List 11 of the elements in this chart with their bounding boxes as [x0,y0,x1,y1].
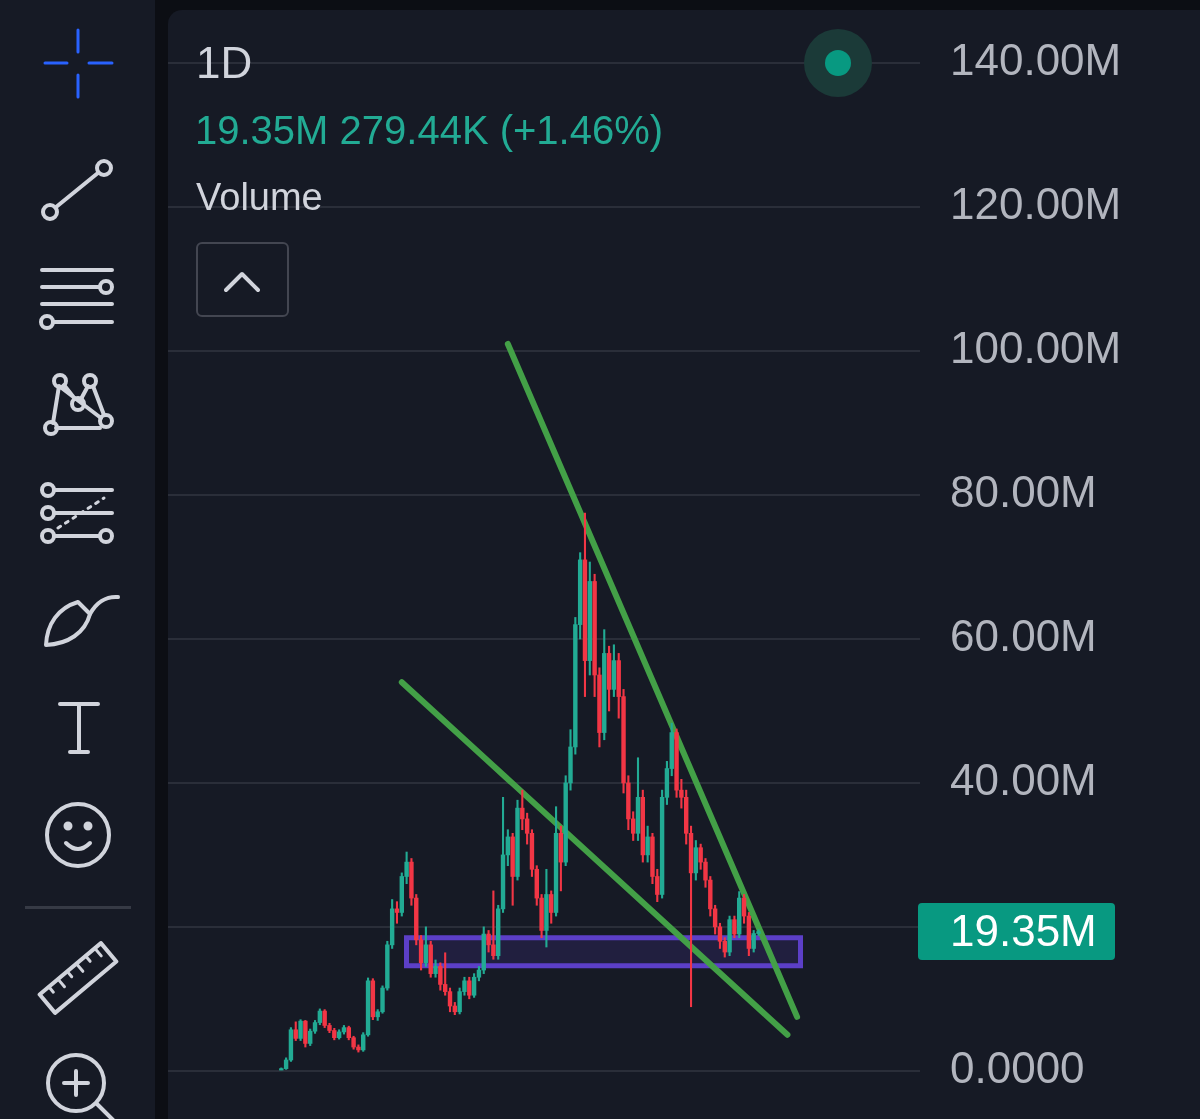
y-tick-label: 100.00M [950,323,1122,373]
text: 19.35M 279.44K (+1.46%) [195,108,664,152]
y-tick-label: 0.0000 [950,1042,1085,1092]
text: 1D [196,38,253,87]
y-tick-label: 80.00M [950,467,1097,517]
y-tick-label: 140.00M [950,35,1122,85]
y-tick-label: 40.00M [950,755,1097,805]
text: 19.35M [950,905,1097,955]
y-tick-label: 120.00M [950,179,1122,229]
annotation: Volume [196,176,323,218]
y-tick-label: 60.00M [950,611,1097,661]
